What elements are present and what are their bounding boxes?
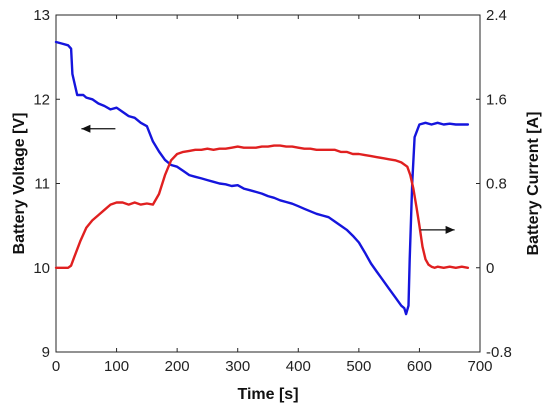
x-tick-label: 600 — [407, 358, 432, 375]
x-axis-title: Time [s] — [237, 386, 298, 403]
y-left-tick-label: 10 — [33, 260, 50, 277]
y-left-tick-label: 13 — [33, 7, 50, 24]
series-layer — [54, 40, 470, 316]
y-right-tick-label: -0.8 — [486, 344, 512, 361]
y-left-tick-label: 12 — [33, 91, 50, 108]
x-tick-label: 300 — [225, 358, 250, 375]
y-right-tick-label: 1.6 — [486, 91, 507, 108]
y-right-tick-label: 0.8 — [486, 176, 507, 193]
y-right-tick-label: 0 — [486, 260, 494, 277]
plot-frame — [55, 14, 481, 353]
axes-layer: 0 100 200 300 400 500 600 700 9 10 11 12 13 -0.8 0 0.8 1… — [33, 7, 512, 375]
current-series-line — [54, 144, 470, 269]
annotation-layer — [81, 124, 455, 234]
x-tick-label: 200 — [165, 358, 190, 375]
x-tick-label: 0 — [52, 358, 60, 375]
x-tick-label: 700 — [467, 358, 492, 375]
arrow-right-icon — [445, 225, 455, 234]
voltage-series-line — [54, 40, 470, 316]
x-tick-label: 400 — [286, 358, 311, 375]
y-right-tick-label: 2.4 — [486, 7, 507, 24]
arrow-left-icon — [81, 124, 91, 133]
y-right-axis-title: Battery Current [A] — [525, 111, 542, 255]
y-left-axis-title: Battery Voltage [V] — [11, 113, 28, 255]
x-tick-label: 500 — [346, 358, 371, 375]
y-left-tick-label: 9 — [42, 344, 50, 361]
y-left-tick-label: 11 — [34, 176, 50, 193]
x-tick-label: 100 — [104, 358, 129, 375]
